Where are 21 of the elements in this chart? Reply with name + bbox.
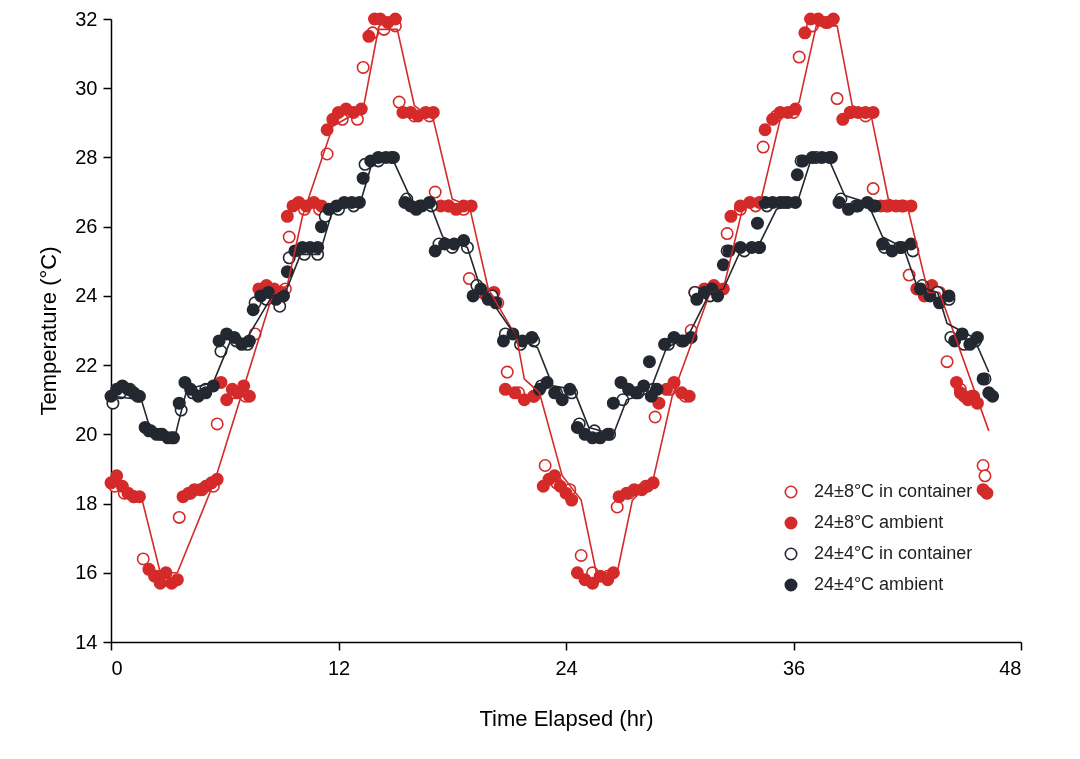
y-tick-label: 22 <box>75 353 98 376</box>
y-tick-label: 30 <box>75 76 98 99</box>
legend-label: 24±4°C ambient <box>814 574 944 594</box>
legend-label: 24±8°C in container <box>814 481 973 501</box>
y-tick-label: 16 <box>75 561 98 584</box>
y-axis-title: Temperature (°C) <box>36 246 62 416</box>
x-tick-label: 24 <box>555 656 578 679</box>
y-tick-label: 26 <box>75 215 98 238</box>
y-tick-label: 32 <box>75 7 98 30</box>
x-tick-label: 48 <box>999 656 1022 679</box>
y-tick-label: 28 <box>75 145 98 168</box>
x-tick-label: 0 <box>111 656 123 679</box>
y-tick-label: 14 <box>75 630 98 653</box>
x-tick-label: 12 <box>327 656 351 679</box>
legend-label: 24±4°C in container <box>814 543 973 563</box>
x-axis-title: Time Elapsed (hr) <box>479 705 654 731</box>
y-tick-label: 20 <box>75 422 98 445</box>
y-tick-label: 24 <box>75 284 98 307</box>
y-tick-label: 18 <box>75 492 98 515</box>
legend-label: 24±8°C ambient <box>814 512 944 532</box>
x-tick-label: 36 <box>782 656 806 679</box>
